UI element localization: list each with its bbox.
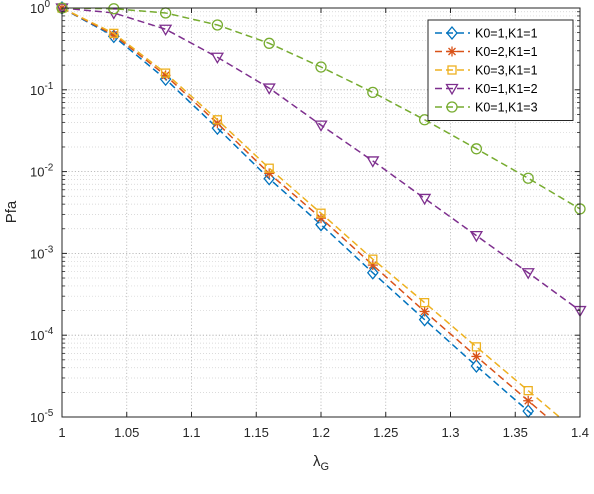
x-axis-label-main: λ bbox=[313, 453, 321, 470]
series-point bbox=[368, 254, 378, 264]
series-point bbox=[210, 52, 225, 65]
x-tick-labels: 1 1.05 1.1 1.15 1.2 1.25 1.3 1.35 1.4 bbox=[58, 425, 589, 440]
y-tick-label-exp: -1 bbox=[44, 81, 53, 92]
series-point bbox=[367, 86, 379, 99]
y-tick-label-base: 10 bbox=[30, 83, 44, 98]
series-point bbox=[211, 19, 224, 31]
series-point bbox=[264, 168, 275, 179]
y-tick-label-exp: 0 bbox=[44, 0, 50, 10]
y-tick-label-base: 10 bbox=[30, 246, 44, 261]
x-tick-label: 1.4 bbox=[571, 425, 589, 440]
series-line bbox=[62, 8, 561, 417]
series-point bbox=[109, 28, 119, 38]
series-point bbox=[158, 24, 173, 37]
y-tick-label-exp: -4 bbox=[44, 326, 53, 337]
series-point bbox=[419, 306, 430, 317]
y-tick-label-base: 10 bbox=[30, 328, 44, 343]
series-point bbox=[316, 208, 326, 218]
series-point bbox=[160, 68, 171, 78]
legend-item: K0=1,K1=2 bbox=[435, 82, 538, 96]
legend-item: K0=1,K1=1 bbox=[435, 25, 538, 41]
y-tick-label-exp: -5 bbox=[44, 408, 53, 419]
y-tick-label: 10-1 bbox=[30, 81, 54, 98]
series-point bbox=[262, 83, 276, 95]
series-point bbox=[314, 120, 328, 132]
series-layer bbox=[55, 0, 587, 419]
series-point bbox=[366, 265, 379, 280]
series-point bbox=[107, 8, 121, 20]
series-point bbox=[263, 37, 275, 49]
legend-label: K0=1,K1=2 bbox=[475, 82, 538, 96]
x-axis-label: λG bbox=[313, 453, 329, 473]
series-point bbox=[523, 395, 534, 406]
series-point bbox=[523, 385, 533, 396]
y-axis-label: Pfa bbox=[3, 200, 20, 223]
x-tick-label: 1.05 bbox=[114, 425, 139, 440]
x-tick-label: 1.25 bbox=[373, 425, 398, 440]
x-tick-label: 1.35 bbox=[503, 425, 528, 440]
x-tick-label: 1 bbox=[58, 425, 65, 440]
legend-swatch-marker bbox=[446, 25, 458, 41]
y-tick-label-exp: -2 bbox=[44, 163, 53, 174]
y-tick-label: 10-2 bbox=[30, 163, 54, 180]
series-point bbox=[315, 217, 327, 232]
x-tick-label: 1.3 bbox=[441, 425, 459, 440]
series-line bbox=[62, 8, 537, 417]
legend-item: K0=3,K1=1 bbox=[435, 64, 538, 78]
legend: K0=1,K1=1 K0=2,K1=1 K0=3,K1=1 K0=1,K1=2 K0=1… bbox=[427, 19, 574, 121]
series-point bbox=[522, 172, 534, 184]
legend-label: K0=1,K1=1 bbox=[475, 27, 538, 41]
series-point bbox=[315, 61, 327, 73]
legend-label: K0=1,K1=3 bbox=[475, 101, 538, 115]
series-point bbox=[264, 163, 274, 173]
y-tick-label: 100 bbox=[30, 0, 50, 16]
y-tick-label-exp: -3 bbox=[44, 244, 53, 255]
legend-swatch-marker bbox=[445, 83, 459, 96]
series-point bbox=[417, 193, 432, 206]
y-tick-label-base: 10 bbox=[30, 410, 44, 425]
legend-swatch-marker bbox=[447, 46, 457, 57]
series-point bbox=[471, 342, 482, 352]
series-line bbox=[62, 8, 580, 210]
x-tick-label: 1.2 bbox=[312, 425, 330, 440]
series-point bbox=[470, 143, 483, 155]
legend-label: K0=3,K1=1 bbox=[475, 64, 538, 78]
y-tick-label: 10-4 bbox=[30, 326, 54, 343]
series-point bbox=[418, 312, 431, 327]
x-tick-label: 1.15 bbox=[244, 425, 269, 440]
ticks bbox=[61, 7, 581, 418]
x-tick-label: 1.1 bbox=[182, 425, 200, 440]
series-point bbox=[471, 351, 482, 362]
series-point bbox=[419, 297, 430, 308]
series-point bbox=[366, 156, 380, 168]
legend-swatch-marker bbox=[446, 101, 458, 113]
series-point bbox=[212, 115, 223, 125]
series-4 bbox=[55, 3, 587, 318]
series-point bbox=[470, 359, 483, 374]
y-tick-label: 10-5 bbox=[30, 408, 54, 425]
series-5 bbox=[56, 2, 586, 215]
legend-label: K0=2,K1=1 bbox=[475, 45, 538, 59]
series-point bbox=[108, 3, 120, 15]
legend-item: K0=2,K1=1 bbox=[435, 45, 538, 59]
legend-item: K0=1,K1=3 bbox=[435, 101, 538, 115]
y-tick-label-base: 10 bbox=[30, 165, 44, 180]
series-point bbox=[521, 268, 535, 280]
legend-swatch-marker bbox=[447, 65, 457, 75]
series-line bbox=[62, 8, 580, 312]
y-tick-label: 10-3 bbox=[30, 244, 54, 261]
y-tick-label-base: 10 bbox=[30, 1, 44, 16]
series-point bbox=[469, 230, 484, 243]
series-3 bbox=[57, 3, 561, 417]
x-axis-label-sub: G bbox=[320, 461, 329, 473]
